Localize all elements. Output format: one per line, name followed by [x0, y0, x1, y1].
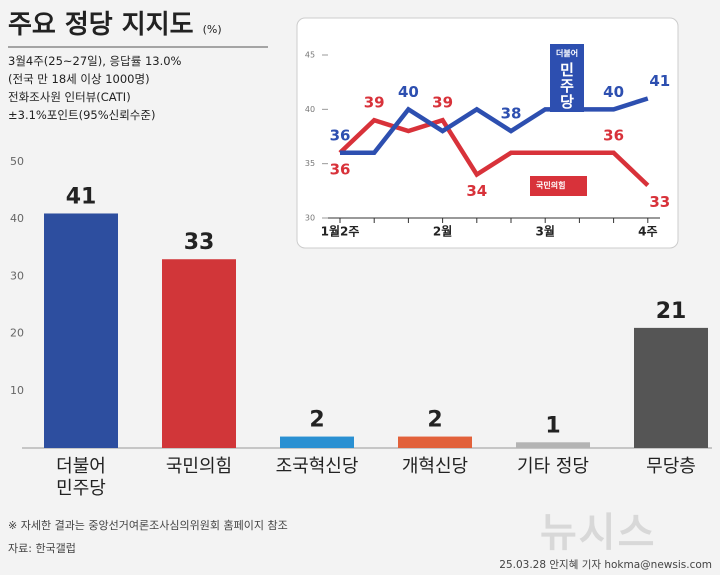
note-line: ±3.1%포인트(95%신뢰수준)	[8, 108, 156, 122]
title: 주요 정당 지지도 (%)	[8, 4, 222, 41]
value-label: 41	[66, 184, 97, 209]
x-tick-label: 2월	[433, 224, 452, 239]
value-label: 36	[330, 160, 351, 178]
note-line: 전화조사원 인터뷰(CATI)	[8, 90, 131, 104]
value-label: 39	[364, 94, 385, 112]
value-label: 2	[309, 408, 324, 433]
y-tick-label: 45	[305, 51, 315, 60]
title-text: 주요 정당 지지도	[8, 10, 194, 40]
bar	[44, 213, 118, 448]
value-label: 41	[649, 72, 670, 90]
value-label: 36	[330, 126, 351, 144]
y-tick-label: 10	[10, 384, 24, 397]
y-tick-label: 40	[10, 212, 24, 225]
x-tick-label: 무당층	[646, 456, 696, 477]
bar	[280, 436, 354, 448]
bar	[516, 442, 590, 448]
value-label: 40	[398, 83, 419, 101]
y-tick-label: 50	[10, 155, 24, 168]
value-label: 36	[603, 126, 624, 144]
footnote: ※ 자세한 결과는 중앙선거여론조사심의위원회 홈페이지 참조	[8, 519, 288, 532]
value-label: 38	[501, 105, 522, 123]
value-label: 34	[466, 182, 487, 200]
x-tick-label: 3월	[536, 224, 555, 239]
y-tick-label: 40	[305, 105, 315, 114]
x-tick-label: 국민의힘	[165, 456, 233, 477]
credit: 25.03.28 안지혜 기자 hokma@newsis.com	[499, 559, 712, 571]
value-label: 1	[545, 413, 560, 438]
legend-item: 더불어 민주당	[550, 44, 585, 112]
y-tick-label: 30	[305, 214, 315, 223]
x-tick-label: 조국혁신당	[275, 456, 359, 477]
note-line: 3월4주(25~27일), 응답률 13.0%	[8, 54, 182, 68]
notes: 3월4주(25~27일), 응답률 13.0% (전국 만 18세 이상 1000…	[8, 52, 182, 124]
logo: 뉴시스	[540, 510, 657, 556]
bar	[398, 436, 472, 448]
value-label: 40	[603, 83, 624, 101]
x-tick-label: 기타 정당	[517, 456, 589, 477]
y-tick-label: 20	[10, 327, 24, 340]
bar	[162, 259, 236, 448]
line	[340, 96, 649, 156]
value-label: 33	[184, 230, 215, 255]
bar	[634, 327, 708, 448]
y-tick-label: 30	[10, 269, 24, 282]
value-label: 21	[656, 299, 687, 324]
note-line: (전국 만 18세 이상 1000명)	[8, 72, 150, 86]
value-label: 39	[432, 94, 453, 112]
x-tick-label: 4주	[638, 225, 657, 239]
unit: (%)	[202, 23, 222, 36]
value-label: 2	[427, 408, 442, 433]
x-tick-label: 1월2주	[321, 224, 360, 239]
x-tick-label: 더불어 민주당	[56, 456, 106, 499]
value-label: 33	[649, 193, 670, 211]
legend-item: 국민의힘	[530, 176, 588, 196]
y-tick-label: 35	[305, 159, 315, 168]
x-tick-label: 개혁신당	[401, 456, 469, 477]
line	[338, 117, 650, 188]
source: 자료: 한국갤럽	[8, 542, 76, 555]
